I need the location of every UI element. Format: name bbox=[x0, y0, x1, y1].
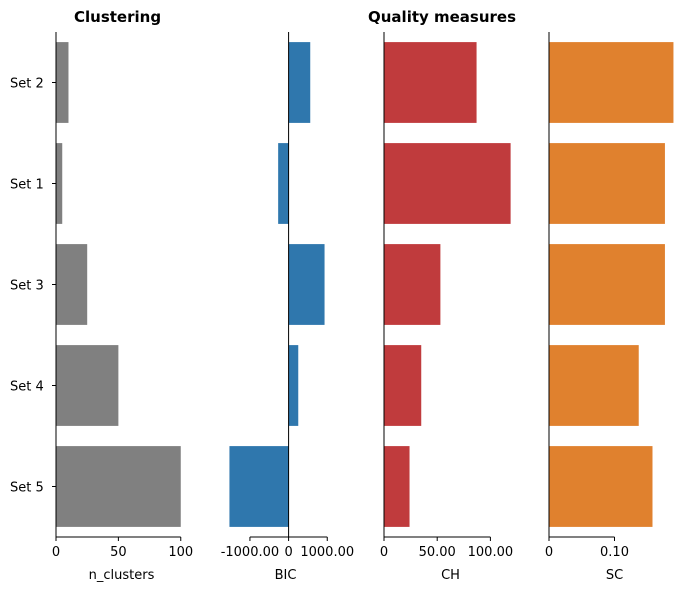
bar-n_clusters-set-3 bbox=[56, 244, 88, 325]
bar-SC-set-2 bbox=[549, 42, 674, 123]
category-label-set-5: Set 5 bbox=[10, 481, 44, 496]
bar-BIC-set-1 bbox=[278, 143, 289, 224]
bar-CH-set-3 bbox=[384, 244, 441, 325]
x-tick-label-CH-0: 0 bbox=[380, 545, 388, 560]
x-axis-label-BIC: BIC bbox=[275, 568, 297, 583]
bar-BIC-set-5 bbox=[229, 446, 289, 527]
bar-SC-set-1 bbox=[549, 143, 665, 224]
x-tick-label-SC-0: 0 bbox=[545, 545, 553, 560]
bar-n_clusters-set-1 bbox=[56, 143, 63, 224]
bar-CH-set-5 bbox=[384, 446, 410, 527]
bar-BIC-set-2 bbox=[288, 42, 311, 123]
x-tick-label-BIC-1: 0 bbox=[284, 545, 292, 560]
x-tick-label-n_clusters-0: 0 bbox=[52, 545, 60, 560]
x-tick-label-CH-2: 100.00 bbox=[468, 545, 514, 560]
x-tick-label-BIC-0: -1000.00 bbox=[221, 545, 279, 560]
title-clustering: Clustering bbox=[74, 8, 162, 26]
bar-CH-set-4 bbox=[384, 345, 422, 426]
bar-n_clusters-set-5 bbox=[56, 446, 181, 527]
x-tick-label-SC-1: 0.10 bbox=[600, 545, 629, 560]
bar-n_clusters-set-2 bbox=[56, 42, 69, 123]
category-label-set-2: Set 2 bbox=[10, 77, 44, 92]
bar-BIC-set-3 bbox=[288, 244, 325, 325]
x-axis-label-SC: SC bbox=[606, 568, 623, 583]
bar-SC-set-3 bbox=[549, 244, 665, 325]
bar-CH-set-1 bbox=[384, 143, 511, 224]
bar-n_clusters-set-4 bbox=[56, 345, 119, 426]
x-tick-label-n_clusters-1: 50 bbox=[110, 545, 127, 560]
bar-CH-set-2 bbox=[384, 42, 477, 123]
x-tick-label-n_clusters-2: 100 bbox=[168, 545, 193, 560]
x-tick-label-CH-1: 50.00 bbox=[419, 545, 456, 560]
title-quality-measures: Quality measures bbox=[368, 8, 517, 26]
category-label-set-3: Set 3 bbox=[10, 279, 44, 294]
bar-SC-set-5 bbox=[549, 446, 653, 527]
category-label-set-1: Set 1 bbox=[10, 178, 44, 193]
x-axis-label-CH: CH bbox=[441, 568, 460, 583]
bar-BIC-set-4 bbox=[288, 345, 299, 426]
x-tick-label-BIC-2: 1000.00 bbox=[300, 545, 354, 560]
category-label-set-4: Set 4 bbox=[10, 380, 44, 395]
x-axis-label-n_clusters: n_clusters bbox=[89, 568, 155, 583]
bar-SC-set-4 bbox=[549, 345, 639, 426]
